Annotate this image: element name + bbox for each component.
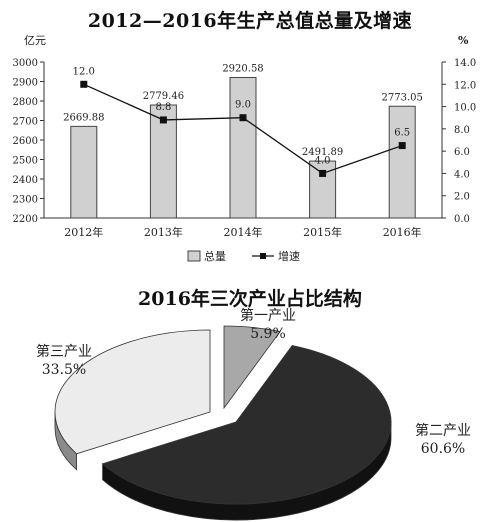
x-tick-label: 2013年: [144, 225, 183, 239]
pie-label-tertiary: 第三产业 33.5%: [14, 343, 114, 379]
x-tick-label: 2016年: [383, 225, 422, 239]
left-tick-label: 2700: [13, 117, 38, 128]
legend-label-growth: 增速: [278, 249, 300, 263]
legend-marker-growth: [260, 253, 266, 259]
pie-label-tertiary-value: 33.5%: [41, 362, 87, 378]
pie-slice-tertiary: [54, 329, 211, 455]
bar-line-chart: 亿元 % 2200 2300 2400 2500 2600 2700 2800 2900 3000 0…: [13, 34, 477, 263]
pie-label-secondary-value: 60.6%: [420, 441, 466, 457]
growth-value-label: 9.0: [235, 100, 251, 111]
legend-label-total: 总量: [204, 249, 226, 263]
x-tick-label: 2015年: [303, 225, 342, 239]
growth-value-label: 4.0: [315, 155, 331, 166]
total-value-label: 2773.05: [382, 92, 423, 103]
right-tick-label: 4.0: [454, 169, 470, 180]
right-tick-label: 8.0: [454, 125, 470, 136]
growth-marker: [159, 116, 167, 124]
total-bar: [388, 105, 416, 219]
pie-label-primary-name: 第一产业: [240, 308, 296, 324]
pie-chart: [54, 325, 392, 521]
legend-swatch-total: [187, 250, 201, 262]
right-tick-label: 10.0: [454, 103, 476, 114]
left-tick-label: 2400: [13, 175, 38, 186]
growth-value-label: 8.8: [155, 102, 171, 113]
pie-slice-secondary: [101, 345, 392, 505]
right-tick-label: 12.0: [454, 80, 476, 91]
bar-chart-title: 2012—2016年生产总值总量及增速: [87, 10, 413, 32]
left-axis-unit: 亿元: [24, 34, 46, 47]
left-tick-label: 2300: [13, 195, 38, 206]
pie-slice-primary: [223, 325, 281, 410]
left-tick-label: 2200: [13, 214, 38, 225]
pie-label-secondary-name: 第二产业: [415, 423, 471, 439]
total-value-label: 2779.46: [143, 91, 184, 102]
total-value-label: 2491.89: [302, 147, 343, 158]
right-axis-unit: %: [458, 34, 469, 47]
right-tick-label: 0.0: [454, 214, 470, 225]
total-value-label: 2920.58: [222, 63, 263, 74]
growth-value-label: 6.5: [394, 128, 410, 139]
growth-marker: [398, 142, 406, 150]
left-tick-label: 2800: [13, 97, 38, 108]
left-tick-label: 2600: [13, 136, 38, 147]
right-tick-label: 14.0: [454, 58, 476, 69]
x-tick-label: 2014年: [224, 225, 263, 239]
growth-marker: [319, 169, 327, 177]
pie-chart-title: 2016年三次产业占比结构: [138, 288, 362, 310]
growth-value-label: 12.0: [73, 66, 95, 77]
x-tick-label: 2012年: [64, 225, 103, 239]
right-tick-label: 6.0: [454, 147, 470, 158]
growth-marker: [80, 80, 88, 88]
total-value-label: 2669.88: [63, 112, 104, 123]
pie-label-tertiary-name: 第三产业: [36, 344, 92, 360]
total-bar: [229, 76, 257, 219]
growth-marker: [239, 114, 247, 122]
right-tick-label: 2.0: [454, 192, 470, 203]
pie-label-secondary: 第二产业 60.6%: [398, 422, 488, 458]
total-bar: [70, 125, 98, 219]
pie-label-primary: 第一产业 5.9%: [228, 307, 308, 343]
left-tick-label: 2500: [13, 156, 38, 167]
left-tick-label: 2900: [13, 78, 38, 89]
total-bar: [149, 104, 177, 219]
pie-label-primary-value: 5.9%: [250, 326, 286, 342]
left-tick-label: 3000: [13, 58, 38, 69]
